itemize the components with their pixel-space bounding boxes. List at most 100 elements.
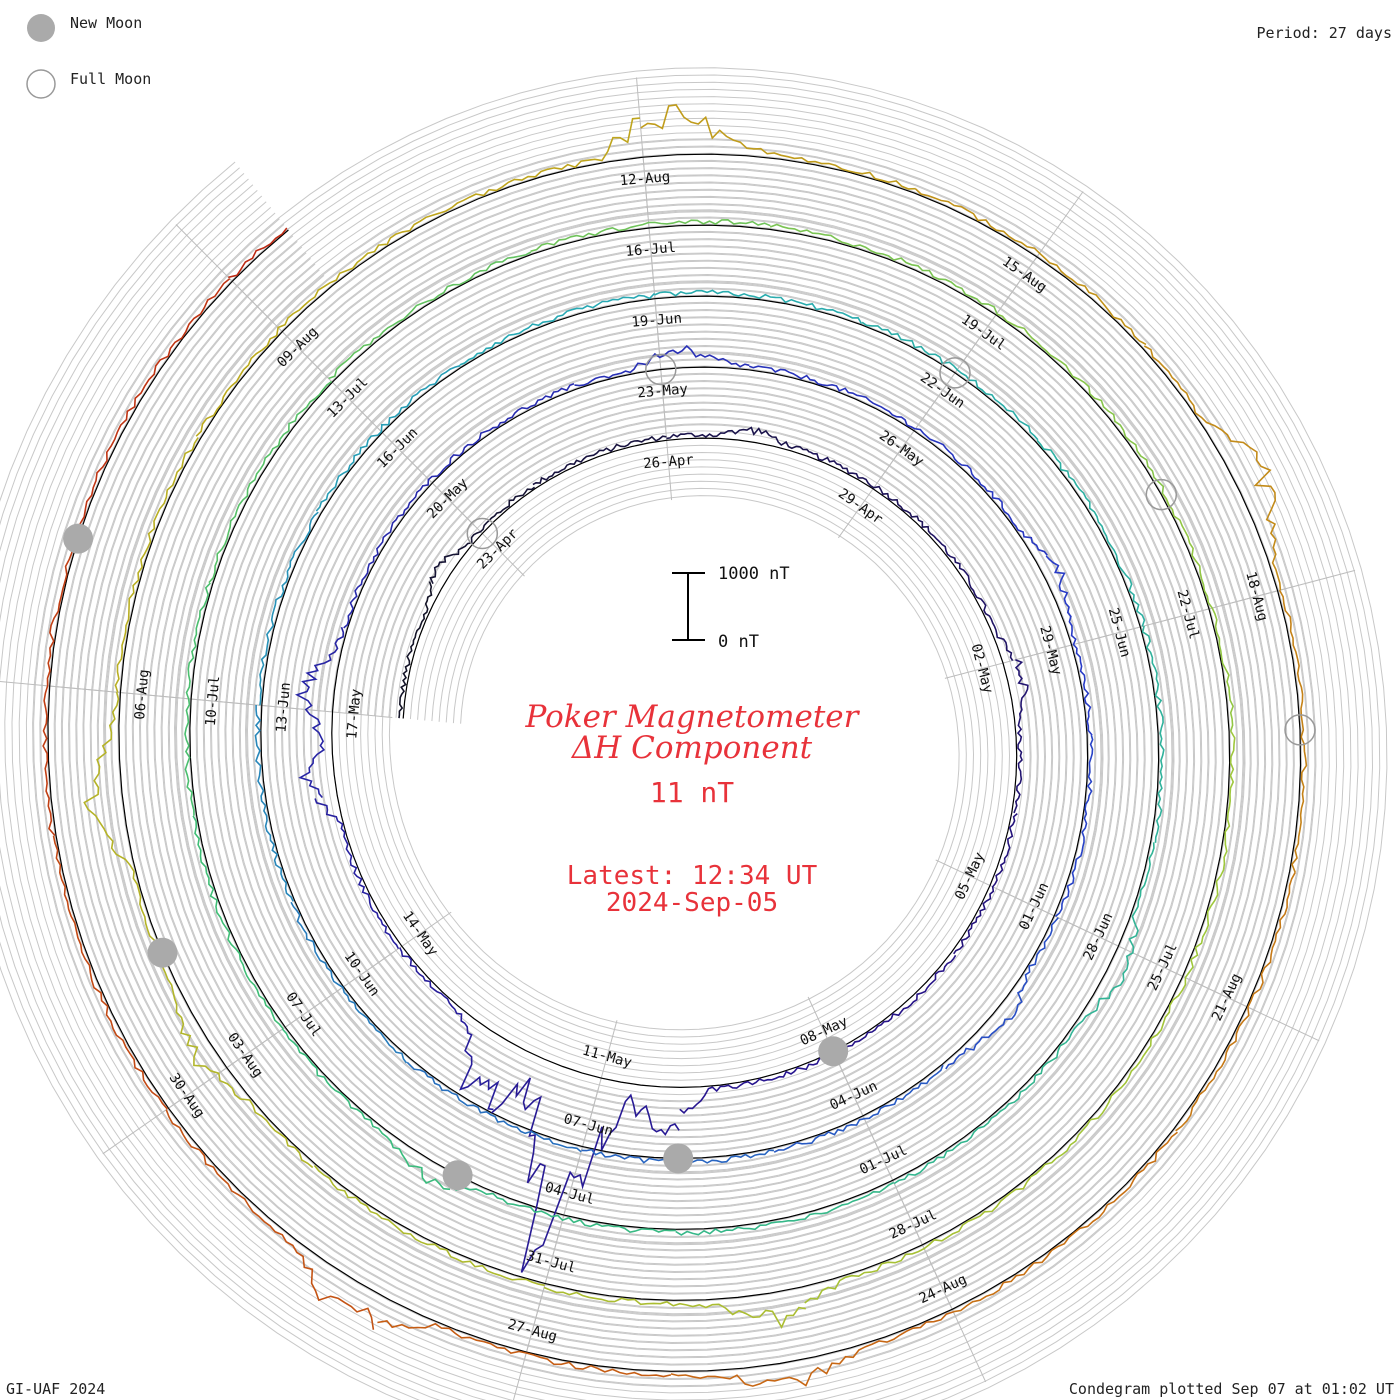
data-trace-segment [328, 251, 532, 380]
data-trace-segment [804, 1176, 1032, 1304]
data-trace-segment [893, 1042, 1066, 1185]
data-trace-segment [290, 901, 408, 1064]
scale-bar: 1000 nT 0 nT [672, 564, 790, 652]
grid-spoke [0, 680, 110, 692]
data-trace-segment [1030, 977, 1187, 1178]
legend: New Moon Full Moon [26, 14, 151, 99]
data-trace-segment [915, 188, 1147, 346]
data-trace-segment [953, 812, 1018, 955]
baseline-rings [47, 153, 1302, 1372]
scale-top-label: 1000 nT [718, 564, 790, 584]
data-trace-segment [429, 486, 536, 585]
data-trace-segment [192, 815, 284, 1030]
data-trace-segment [343, 479, 430, 629]
grid-ring [0, 96, 1359, 1400]
chart-subtitle: ΔH Component [571, 730, 813, 766]
full-moon-marker [939, 357, 971, 389]
data-trace-segment [406, 1061, 582, 1153]
baseline-spiral [47, 153, 1302, 1372]
date-label: 13-Jun [273, 682, 294, 734]
data-trace-segment [769, 223, 998, 314]
data-trace-segment [114, 437, 199, 693]
date-label: 16-Jul [625, 240, 677, 260]
grid-spoke [175, 224, 275, 325]
footer-credit: GI-UAF 2024 [6, 1380, 105, 1398]
moon-markers [63, 353, 1316, 1191]
data-trace-segment [313, 1165, 545, 1287]
new-moon-legend-icon [27, 14, 55, 42]
data-trace-segment [675, 1181, 895, 1236]
data-trace-segment [1141, 625, 1165, 843]
grid-ring [69, 175, 1280, 1351]
data-trace-segment [666, 426, 811, 453]
grid-ring [0, 67, 1388, 1400]
data-trace-segment [930, 533, 1014, 662]
new-moon-marker [663, 1143, 694, 1174]
grid-ring [90, 196, 1258, 1329]
data-trace-segment [1054, 734, 1094, 918]
data-trace-segment [809, 451, 932, 535]
data-trace-segment [953, 1131, 1178, 1313]
data-trace-segment [165, 1109, 375, 1330]
grid-ring [54, 160, 1294, 1365]
data-trace-segment [1064, 842, 1155, 1044]
date-label: 05-May [952, 850, 988, 903]
data-trace-segment [1045, 555, 1093, 736]
data-trace-segment [294, 626, 345, 799]
data-trace-segment [1013, 659, 1029, 814]
data-trace-segment [459, 292, 656, 366]
new-moon-marker [147, 937, 178, 968]
data-trace-segment [1036, 439, 1146, 627]
data-trace-segment [208, 380, 333, 584]
full-moon-marker [466, 517, 499, 550]
date-label: 26-Apr [643, 452, 695, 472]
data-trace-segment [945, 917, 1059, 1070]
date-label: 12-Aug [619, 169, 671, 189]
grid-spoke [1219, 569, 1356, 607]
data-trace-segment [254, 705, 294, 902]
scale-bottom-label: 0 nT [718, 632, 759, 652]
data-trace-segment [228, 227, 288, 279]
data-trace-segment [1278, 589, 1308, 873]
date-label: 01-Jul [857, 1142, 910, 1178]
data-trace-segment [399, 947, 500, 1111]
grid-ring [4, 110, 1345, 1400]
grid-ring [76, 182, 1273, 1344]
data-trace-segment [315, 364, 461, 512]
full-moon-marker [1145, 478, 1178, 511]
date-label: 10-Jul [203, 675, 224, 727]
new-moon-marker [63, 523, 94, 554]
data-trace-segment [259, 511, 319, 706]
chart-title: Poker Magnetometer [525, 699, 861, 735]
data-trace-segment [670, 1311, 954, 1387]
period-label: Period: 27 days [1257, 24, 1392, 42]
data-trace-segment [1175, 871, 1296, 1132]
data-trace-segment [748, 365, 916, 430]
data-trace-segment [83, 692, 161, 955]
full-moon-marker [645, 353, 677, 386]
grid-ring [0, 88, 1366, 1400]
new-moon-legend-label: New Moon [70, 14, 142, 32]
current-value: 11 nT [650, 776, 734, 809]
data-trace-segment [640, 104, 916, 190]
grid-spoke [512, 1294, 543, 1400]
grid-ring [18, 124, 1330, 1400]
grid-ring [97, 204, 1251, 1322]
date-label: 19-Jun [631, 311, 683, 331]
date-label: 25-Jul [1145, 941, 1181, 994]
data-trace-segment [1184, 731, 1236, 979]
grid-ring [83, 189, 1266, 1336]
full-moon-legend-label: Full Moon [70, 70, 151, 88]
new-moon-marker [818, 1036, 849, 1067]
full-moon-marker [1284, 714, 1316, 746]
grid-spoke [636, 77, 649, 218]
data-trace-segment [314, 798, 400, 950]
new-moon-marker [442, 1160, 473, 1191]
grid-ring [0, 103, 1352, 1400]
data-trace-segment [530, 218, 771, 252]
data-trace-segment [915, 428, 1048, 556]
grid-spoke [926, 1254, 987, 1383]
date-label: 28-Jun [1080, 910, 1116, 963]
data-trace-segment [532, 435, 667, 486]
